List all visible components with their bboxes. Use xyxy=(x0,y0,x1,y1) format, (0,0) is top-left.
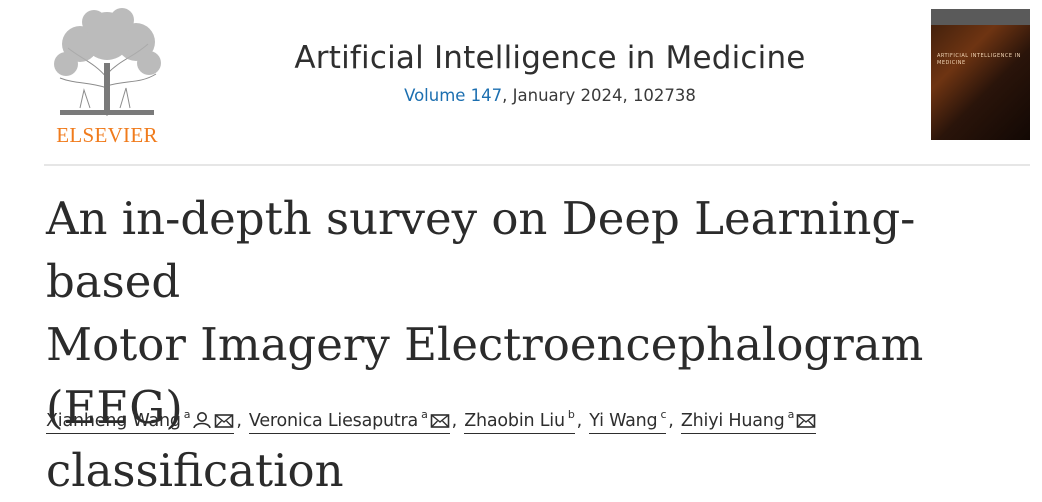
affiliation-sup: c xyxy=(660,408,667,421)
author-separator: , xyxy=(451,411,458,431)
title-line-1: An in-depth survey on Deep Learning-base… xyxy=(46,192,916,308)
article-title: An in-depth survey on Deep Learning-base… xyxy=(46,187,1036,502)
author-separator: , xyxy=(236,411,242,431)
cover-title: ARTIFICIAL INTELLIGENCE IN MEDICINE xyxy=(937,53,1021,66)
envelope-icon xyxy=(215,414,234,428)
author-name: Yi Wang xyxy=(589,411,658,431)
author-separator: , xyxy=(668,411,674,431)
author-link[interactable]: Veronica Liesaputra a xyxy=(248,408,450,434)
author-name: Xianheng Wang xyxy=(46,411,181,431)
title-line-2: Motor Imagery Electroencephalogram (EEG) xyxy=(46,318,924,434)
author-link[interactable]: Zhiyi Huang a xyxy=(680,408,817,434)
issue-date: , January 2024, 102738 xyxy=(502,86,696,105)
journal-cover-image[interactable]: ARTIFICIAL INTELLIGENCE IN MEDICINE xyxy=(931,9,1030,140)
journal-issue-info: Volume 147, January 2024, 102738 xyxy=(230,86,870,105)
person-icon xyxy=(193,412,212,429)
affiliation-sup: a xyxy=(787,408,795,421)
affiliation-sup: a xyxy=(183,408,191,421)
author-list: Xianheng Wang a, Veronica Liesaputra a, Zhao… xyxy=(46,408,817,434)
author-link[interactable]: Xianheng Wang a xyxy=(46,408,235,434)
author-separator: , xyxy=(576,411,583,431)
author-name: Zhaobin Liu xyxy=(464,411,565,431)
author-name: Zhiyi Huang xyxy=(680,411,785,431)
author-link[interactable]: Zhaobin Liu b xyxy=(464,408,575,434)
elsevier-wordmark: ELSEVIER xyxy=(56,123,158,147)
affiliation-sup: b xyxy=(567,408,575,421)
elsevier-tree-icon xyxy=(54,8,161,116)
journal-title-link[interactable]: Artificial Intelligence in Medicine xyxy=(294,40,806,76)
header-divider xyxy=(44,164,1030,166)
elsevier-logo[interactable]: ELSEVIER xyxy=(44,8,170,147)
author-name: Veronica Liesaputra xyxy=(248,411,419,431)
journal-header: Artificial Intelligence in Medicine Volu… xyxy=(230,40,870,105)
envelope-icon xyxy=(796,414,816,428)
volume-link[interactable]: Volume 147 xyxy=(404,86,503,105)
cover-band xyxy=(931,9,1030,25)
affiliation-sup: a xyxy=(421,408,428,421)
title-line-3: classification xyxy=(46,444,344,497)
envelope-icon xyxy=(430,414,449,428)
author-link[interactable]: Yi Wang c xyxy=(589,408,666,434)
